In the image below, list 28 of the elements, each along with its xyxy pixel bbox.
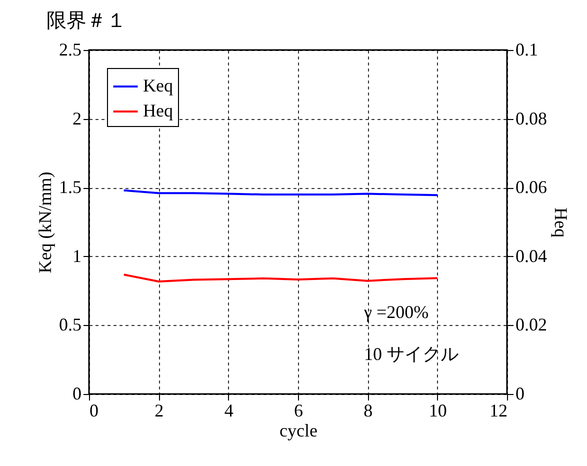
legend-label: Heq xyxy=(143,100,173,120)
y-tick-label: 1 xyxy=(72,246,82,266)
y-tick-label: 0 xyxy=(72,384,82,404)
y2-axis-title: Heq xyxy=(551,208,571,238)
y2-tick-label: 0.02 xyxy=(516,314,547,335)
y2-tick-label: 0.04 xyxy=(516,246,547,266)
x-tick-label: 0 xyxy=(90,400,98,420)
y2-tick-label: 0.06 xyxy=(516,177,547,198)
y2-tick-label: 0.08 xyxy=(516,108,547,128)
y2-tick-label: 0 xyxy=(516,384,524,404)
annotation: γ =200% xyxy=(363,302,429,322)
y-tick-label: 0.5 xyxy=(59,314,82,335)
x-tick-label: 8 xyxy=(364,400,373,420)
x-axis-title: cycle xyxy=(280,420,318,440)
y-tick-label: 1.5 xyxy=(59,177,82,198)
chart-title: 限界＃１ xyxy=(46,10,126,32)
legend-label: Keq xyxy=(143,76,173,96)
y-axis-title: Keq (kN/mm) xyxy=(35,172,55,274)
line-series xyxy=(122,274,438,283)
x-tick-label: 12 xyxy=(490,400,508,420)
x-tick-label: 2 xyxy=(154,400,164,420)
x-tick-label: 10 xyxy=(428,400,447,420)
y-tick-label: 2 xyxy=(72,108,82,128)
y-tick-label: 2.5 xyxy=(59,40,82,60)
annotation: 10 サイクル xyxy=(364,344,458,364)
x-tick-label: 4 xyxy=(224,400,234,420)
x-tick-label: 6 xyxy=(294,400,303,420)
y2-tick-label: 0.1 xyxy=(516,40,538,60)
